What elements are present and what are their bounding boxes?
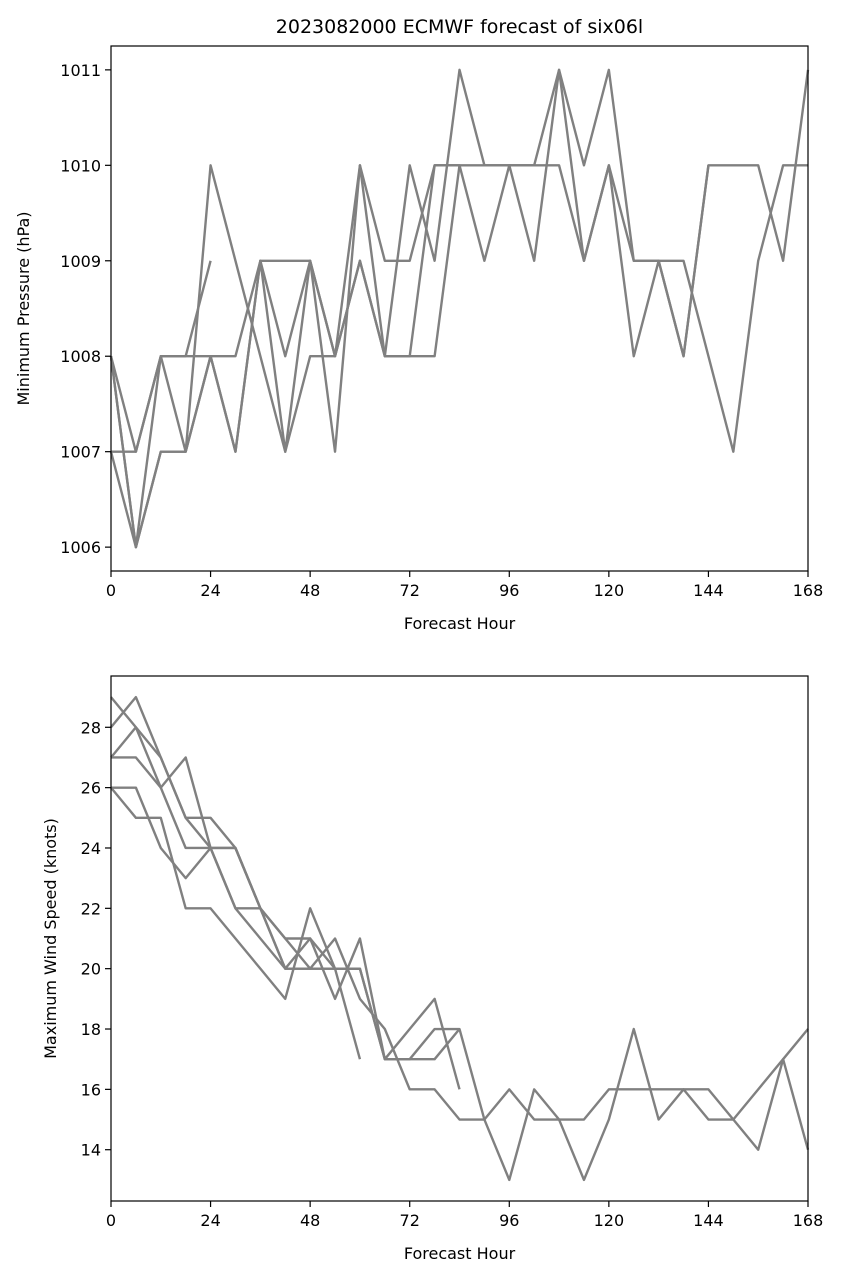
pressure-series-line-5	[109, 68, 710, 549]
pressure-x-tick-label: 96	[499, 581, 519, 600]
wind-y-axis-label: Maximum Wind Speed (knots)	[41, 818, 60, 1059]
wind-plot-frame	[110, 675, 809, 1202]
pressure-plot-frame	[110, 45, 809, 572]
wind-x-tick-label: 120	[594, 1211, 625, 1230]
wind-series-line-4	[110, 695, 809, 1182]
pressure-y-tick-label: 1006	[60, 538, 101, 557]
wind-series-line-6	[110, 786, 360, 1001]
wind-x-tick-label: 72	[400, 1211, 420, 1230]
pressure-y-ticks: 1006 1007 1008 1009 1010 1011	[60, 61, 111, 557]
wind-y-tick-label: 18	[81, 1020, 101, 1039]
wind-series-layer	[110, 695, 810, 1182]
wind-y-tick-label: 26	[81, 779, 101, 798]
pressure-series-layer	[109, 68, 810, 549]
pressure-x-tick-label: 48	[300, 581, 320, 600]
pressure-y-tick-label: 1007	[60, 443, 101, 462]
pressure-x-tick-label: 144	[693, 581, 724, 600]
wind-x-axis-label: Forecast Hour	[404, 1244, 516, 1263]
wind-x-tick-label: 48	[300, 1211, 320, 1230]
wind-x-tick-label: 96	[499, 1211, 519, 1230]
chart-title: 2023082000 ECMWF forecast of six06l	[276, 16, 643, 38]
wind-y-ticks: 14 16 18 20 22 24 26 28	[81, 718, 111, 1160]
pressure-y-tick-label: 1011	[60, 61, 101, 80]
wind-y-tick-label: 14	[81, 1141, 101, 1160]
pressure-chart: 2023082000 ECMWF forecast of six06l 0 24 4…	[14, 16, 823, 633]
pressure-x-axis-label: Forecast Hour	[404, 614, 516, 633]
wind-y-tick-label: 22	[81, 899, 101, 918]
wind-y-tick-label: 16	[81, 1080, 101, 1099]
pressure-x-tick-label: 24	[200, 581, 220, 600]
pressure-x-tick-label: 168	[793, 581, 824, 600]
pressure-y-tick-label: 1010	[60, 156, 101, 175]
wind-y-tick-label: 24	[81, 839, 101, 858]
wind-x-tick-label: 24	[200, 1211, 220, 1230]
wind-series-line-5	[110, 726, 810, 1151]
wind-x-tick-label: 168	[793, 1211, 824, 1230]
pressure-x-tick-label: 0	[106, 581, 116, 600]
pressure-y-tick-label: 1008	[60, 347, 101, 366]
wind-x-tick-label: 144	[693, 1211, 724, 1230]
pressure-x-tick-label: 120	[594, 581, 625, 600]
pressure-y-tick-label: 1009	[60, 252, 101, 271]
wind-y-tick-label: 20	[81, 960, 101, 979]
pressure-y-axis-label: Minimum Pressure (hPa)	[14, 212, 33, 406]
wind-x-tick-label: 0	[106, 1211, 116, 1230]
wind-x-ticks: 0 24 48 72 96 120 144 168	[106, 1201, 823, 1230]
pressure-x-ticks: 0 24 48 72 96 120 144 168	[106, 571, 823, 600]
wind-y-tick-label: 28	[81, 718, 101, 737]
pressure-x-tick-label: 72	[400, 581, 420, 600]
wind-chart: 0 24 48 72 96 120 144 168 14 16 18 20 22 24 26 28 Fore…	[41, 675, 823, 1263]
